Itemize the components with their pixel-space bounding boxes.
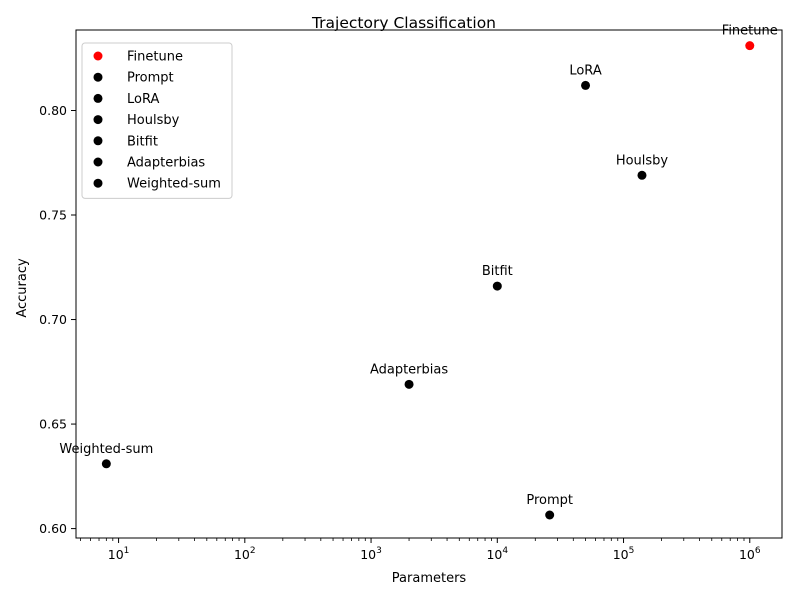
point-label: LoRA [569, 63, 601, 78]
y-tick-label: 0.80 [39, 103, 67, 118]
y-tick-label: 0.70 [39, 312, 67, 327]
point-finetune [745, 41, 755, 51]
point-label: Prompt [526, 493, 573, 508]
point-label: Finetune [722, 24, 778, 39]
y-tick-label: 0.60 [39, 521, 67, 536]
point-adapterbias [404, 379, 414, 389]
point-bitfit [492, 281, 502, 291]
legend-label: Adapterbias [127, 156, 205, 171]
x-tick-label: 103 [360, 546, 382, 562]
legend-label: Prompt [127, 71, 174, 86]
point-label: Adapterbias [370, 362, 448, 377]
legend-marker [93, 51, 103, 61]
y-axis-title: Accuracy [15, 258, 30, 318]
x-tick-label: 101 [108, 546, 130, 562]
legend-box [81, 42, 233, 199]
legend-label: Houlsby [127, 113, 180, 128]
y-tick-label: 0.75 [39, 208, 67, 223]
chart-title: Trajectory Classification [311, 14, 496, 32]
point-houlsby [637, 170, 647, 180]
legend-marker [93, 157, 103, 167]
axis-ticks: 101 102 103 104 105 106 0.60 0.65 0.70 0.75 0.80 [39, 103, 761, 562]
legend-marker [93, 178, 103, 188]
y-tick-label: 0.65 [39, 417, 67, 432]
x-axis-title: Parameters [392, 571, 467, 586]
legend-marker [93, 72, 103, 82]
point-label: Weighted-sum [59, 442, 153, 457]
data-points: Finetune Prompt LoRA Houlsby Bitfit Adapterbi… [59, 24, 778, 520]
legend-marker [93, 136, 103, 146]
point-prompt [545, 510, 555, 520]
legend-label: Weighted-sum [127, 177, 221, 192]
legend-label: LoRA [127, 92, 159, 107]
x-tick-label: 104 [486, 546, 508, 562]
point-weighted-sum [101, 459, 111, 469]
point-label: Houlsby [616, 153, 669, 168]
plot-frame [75, 29, 783, 539]
x-tick-label: 106 [739, 546, 761, 562]
point-lora [581, 80, 591, 90]
legend: Finetune Prompt LoRA Houlsby Bitfit Adapterbi… [81, 42, 233, 199]
legend-label: Bitfit [127, 134, 158, 149]
legend-label: Finetune [127, 50, 183, 65]
legend-marker [93, 115, 103, 125]
legend-marker [93, 93, 103, 103]
point-label: Bitfit [482, 264, 513, 279]
x-tick-label: 102 [234, 546, 256, 562]
x-tick-label: 105 [613, 546, 635, 562]
